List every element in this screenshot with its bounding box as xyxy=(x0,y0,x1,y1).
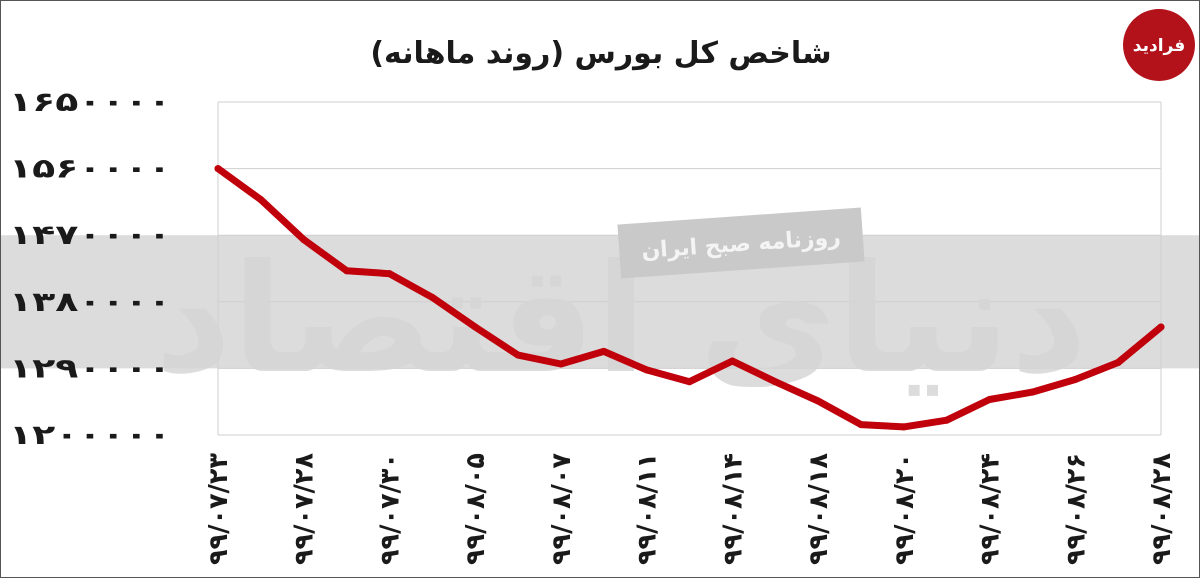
logo: فرادید xyxy=(1123,9,1195,81)
data-point xyxy=(214,165,222,173)
y-tick-label: ۱۴۷۰۰۰۰ xyxy=(9,220,171,251)
data-point xyxy=(1157,323,1165,331)
logo-text: فرادید xyxy=(1133,36,1185,56)
data-point xyxy=(557,360,565,368)
data-point xyxy=(900,423,908,431)
data-point xyxy=(300,236,308,244)
y-tick-label: ۱۶۵۰۰۰۰ xyxy=(9,87,171,118)
data-point xyxy=(600,347,608,355)
data-point xyxy=(686,378,693,386)
x-tick-label: ۹۹/۰۷/۲۸ xyxy=(290,453,320,565)
data-point xyxy=(771,378,779,386)
data-point xyxy=(643,366,651,374)
data-point xyxy=(943,416,951,424)
data-point xyxy=(514,351,522,359)
x-tick-label: ۹۹/۰۸/۲۴ xyxy=(976,453,1006,565)
x-tick-label: ۹۹/۰۸/۰۷ xyxy=(547,453,577,565)
x-tick-label: ۹۹/۰۸/۲۰ xyxy=(890,453,920,565)
x-tick-label: ۹۹/۰۸/۱۸ xyxy=(804,453,834,565)
x-tick-label: ۹۹/۰۷/۲۳ xyxy=(204,453,234,565)
y-axis-ticks: ۱۶۵۰۰۰۰ ۱۵۶۰۰۰۰ ۱۴۷۰۰۰۰ ۱۳۸۰۰۰۰ ۱۲۹۰۰۰۰ ۱۲۰۰۰… xyxy=(9,87,171,451)
series-points xyxy=(214,165,1165,431)
x-tick-label: ۹۹/۰۷/۳۰ xyxy=(375,453,405,565)
data-point xyxy=(471,323,479,331)
data-point xyxy=(385,270,393,278)
chart-title: شاخص کل بورس (روند ماهانه) xyxy=(370,36,831,71)
watermark-stamp: روزنامه صبح ایران xyxy=(617,207,865,279)
x-tick-label: ۹۹/۰۸/۱۴ xyxy=(718,453,748,565)
data-point xyxy=(1028,388,1036,396)
data-point xyxy=(857,421,865,429)
logo-badge xyxy=(1123,9,1195,81)
x-tick-label: ۹۹/۰۸/۰۵ xyxy=(461,453,491,565)
data-point xyxy=(1114,358,1122,366)
data-point xyxy=(728,357,736,365)
x-tick-label: ۹۹/۰۸/۲۶ xyxy=(1061,453,1091,565)
x-tick-label: ۹۹/۰۸/۱۱ xyxy=(633,453,663,565)
data-point xyxy=(1071,376,1079,383)
y-tick-label: ۱۲۰۰۰۰۰ xyxy=(9,420,171,451)
data-point xyxy=(814,397,822,405)
data-point xyxy=(428,293,436,301)
x-axis-ticks: ۹۹/۰۷/۲۳ ۹۹/۰۷/۲۸ ۹۹/۰۷/۳۰ ۹۹/۰۸/۰۵ ۹۹/۰۸/۰۷… xyxy=(204,453,1177,565)
y-tick-label: ۱۳۸۰۰۰۰ xyxy=(9,287,171,318)
data-point xyxy=(986,395,994,403)
data-point xyxy=(257,196,265,204)
y-tick-label: ۱۲۹۰۰۰۰ xyxy=(9,353,171,384)
y-tick-label: ۱۵۶۰۰۰۰ xyxy=(9,154,171,185)
data-point xyxy=(343,267,351,275)
x-tick-label: ۹۹/۰۸/۲۸ xyxy=(1147,453,1177,565)
